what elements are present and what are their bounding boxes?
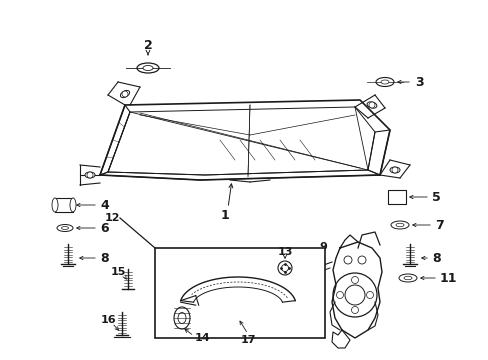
Ellipse shape (85, 172, 95, 178)
Text: 9: 9 (318, 242, 326, 252)
Text: 5: 5 (431, 190, 440, 203)
Ellipse shape (120, 90, 129, 98)
Circle shape (345, 285, 364, 305)
Ellipse shape (366, 102, 376, 108)
Ellipse shape (398, 274, 416, 282)
Text: 16: 16 (100, 315, 116, 325)
Circle shape (336, 292, 343, 298)
Ellipse shape (281, 265, 288, 271)
Circle shape (351, 306, 358, 314)
Text: 8: 8 (100, 252, 108, 265)
Text: 2: 2 (143, 39, 152, 51)
Ellipse shape (52, 198, 58, 212)
Ellipse shape (178, 312, 185, 324)
Ellipse shape (403, 276, 411, 280)
Bar (55, 198, 73, 212)
Circle shape (351, 276, 358, 284)
Text: 14: 14 (195, 333, 210, 343)
Ellipse shape (142, 66, 153, 71)
Circle shape (122, 91, 128, 97)
Circle shape (366, 292, 373, 298)
Text: 7: 7 (434, 219, 443, 231)
Text: 1: 1 (220, 208, 229, 221)
Ellipse shape (70, 198, 76, 212)
Circle shape (391, 167, 397, 173)
Text: 12: 12 (104, 213, 120, 223)
Ellipse shape (174, 307, 190, 329)
Ellipse shape (375, 77, 393, 86)
Circle shape (295, 298, 305, 307)
Ellipse shape (390, 221, 408, 229)
Ellipse shape (278, 261, 291, 275)
Text: 4: 4 (100, 198, 108, 212)
Ellipse shape (57, 225, 73, 231)
Circle shape (357, 256, 365, 264)
Ellipse shape (395, 223, 403, 227)
Circle shape (275, 289, 281, 294)
Circle shape (87, 172, 93, 178)
Circle shape (195, 289, 200, 294)
Circle shape (332, 273, 376, 317)
Text: 17: 17 (240, 335, 255, 345)
Ellipse shape (137, 63, 159, 73)
Text: 10: 10 (297, 258, 312, 268)
Bar (387, 190, 405, 204)
Text: 13: 13 (277, 247, 292, 257)
Circle shape (368, 102, 374, 108)
Bar (155, 248, 325, 338)
Text: 15: 15 (110, 267, 125, 277)
Text: 6: 6 (100, 221, 108, 234)
Ellipse shape (380, 80, 388, 84)
Circle shape (235, 280, 240, 285)
Ellipse shape (389, 167, 399, 173)
Text: 8: 8 (431, 252, 440, 265)
Circle shape (343, 256, 351, 264)
Text: 3: 3 (414, 76, 423, 89)
Ellipse shape (61, 226, 68, 230)
Text: 11: 11 (439, 271, 457, 284)
